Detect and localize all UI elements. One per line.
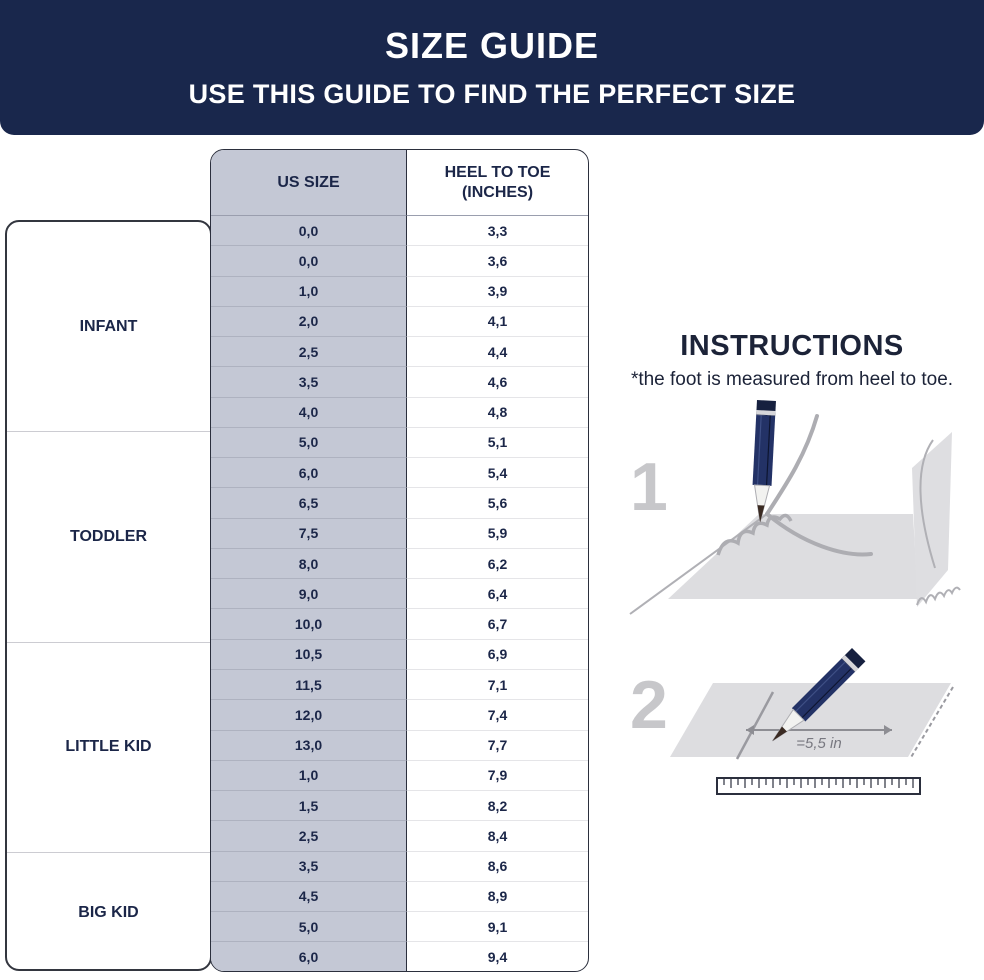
- svg-text:=5,5 in: =5,5 in: [796, 735, 841, 752]
